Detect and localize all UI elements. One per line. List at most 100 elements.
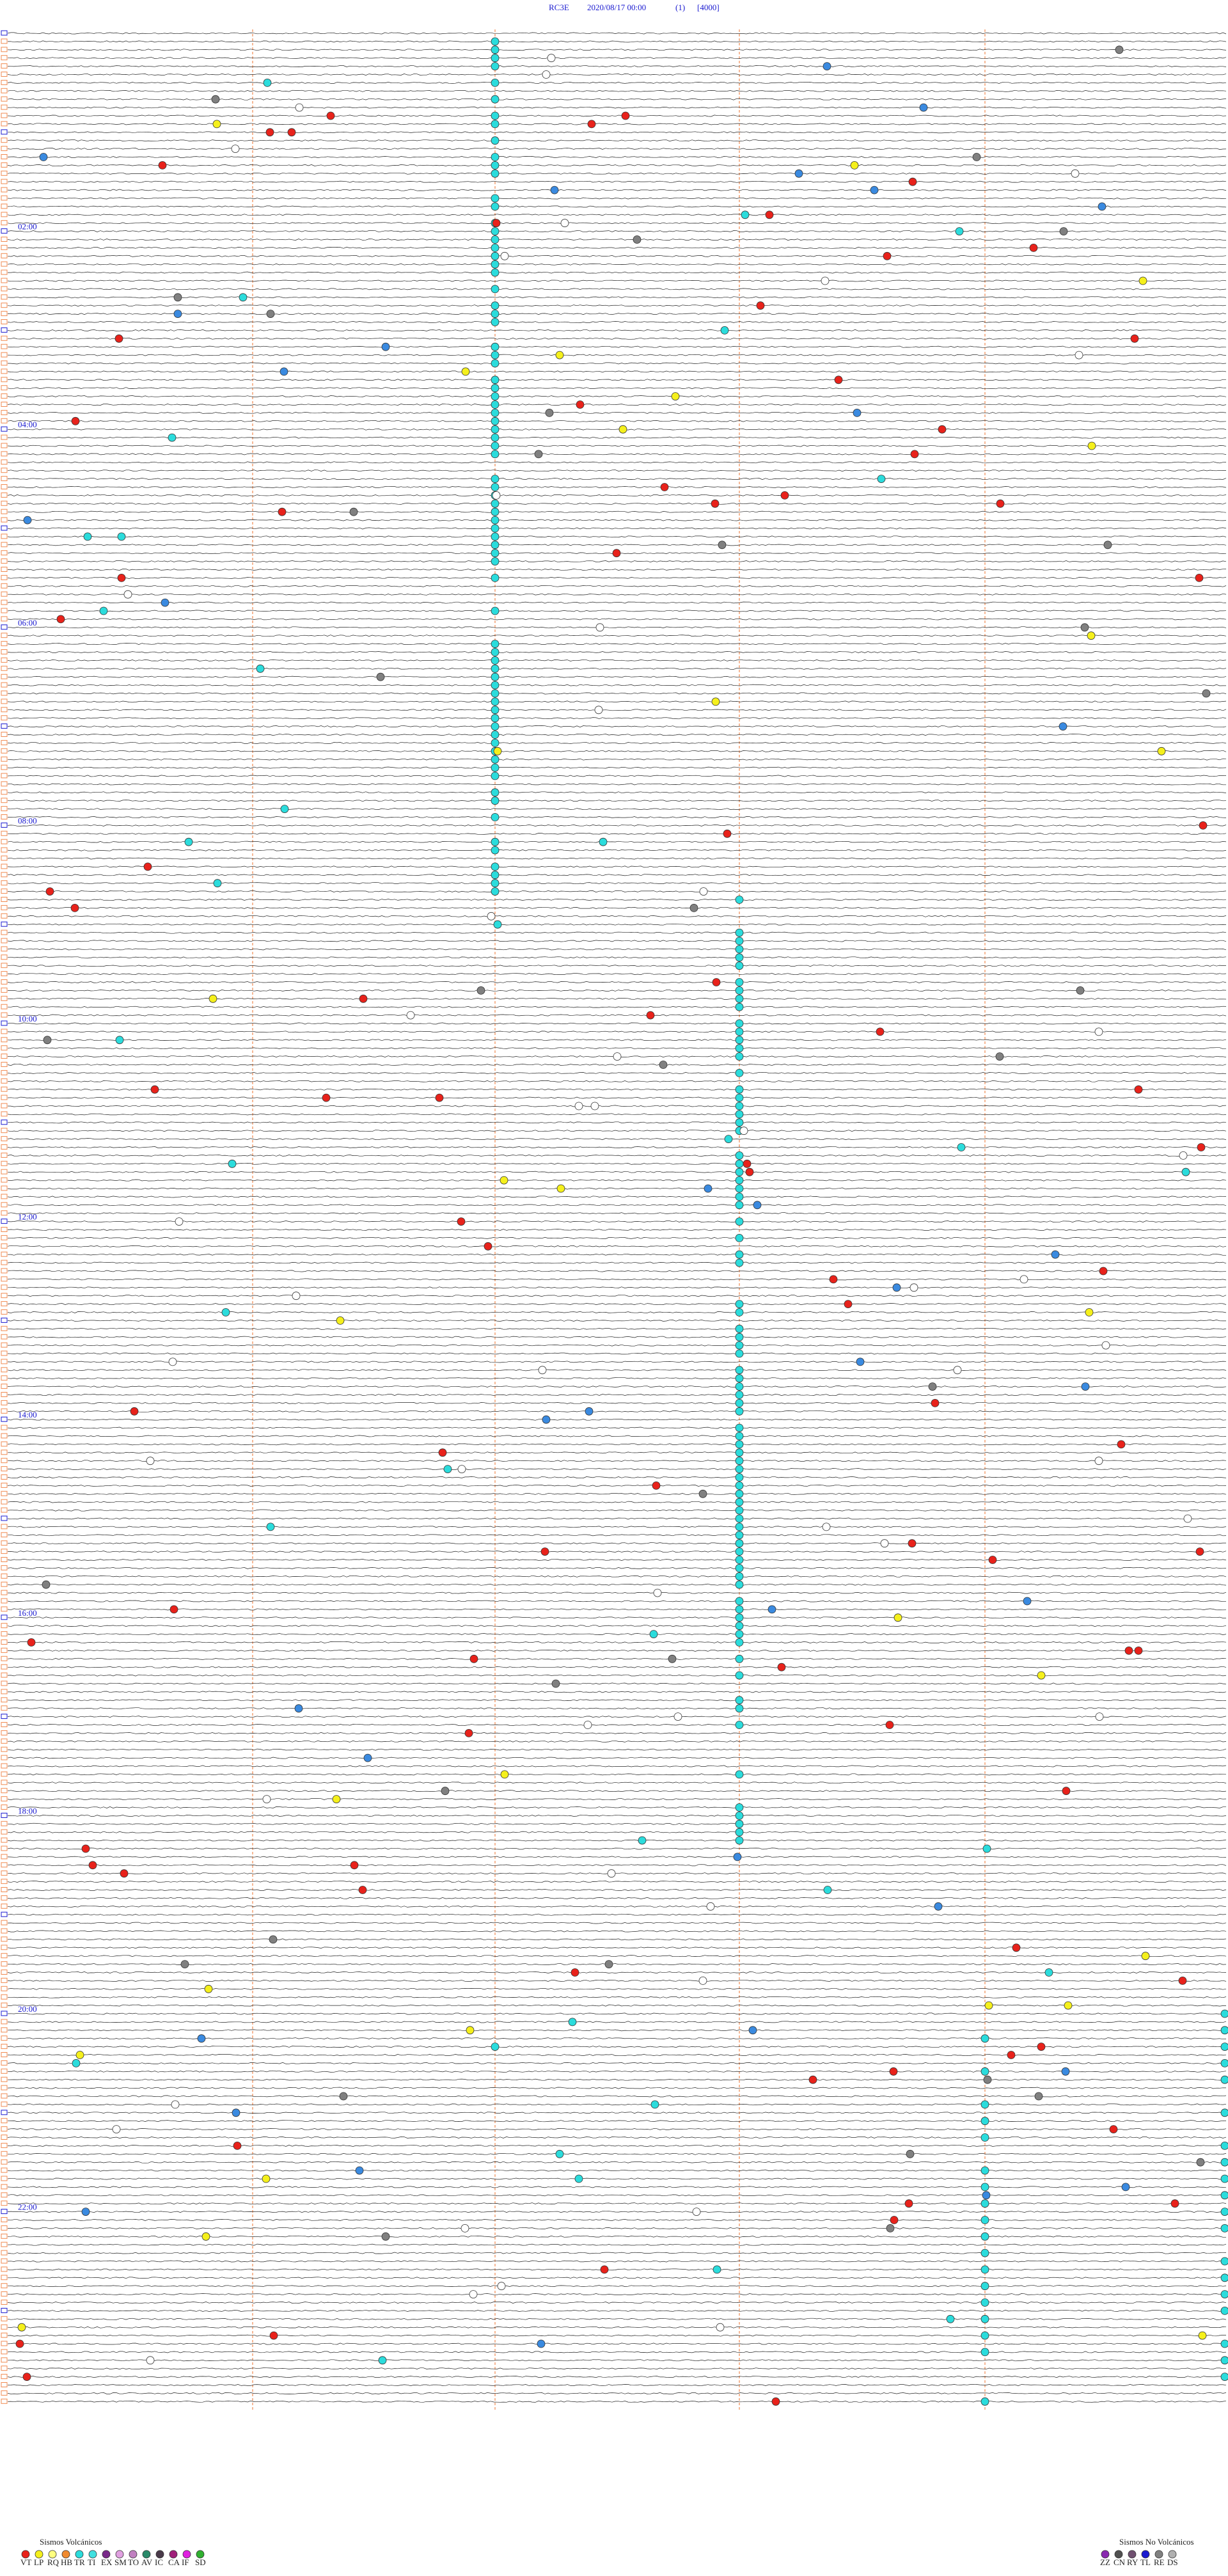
event [540,1547,549,1556]
row-marker [1,2135,8,2140]
trace [7,1583,1227,1586]
row-marker [1,682,8,688]
event [123,590,132,599]
event [545,409,554,417]
event [120,1869,129,1878]
event [491,574,500,582]
event [735,1036,744,1045]
event [638,1836,647,1845]
row-marker [1,1705,8,1711]
event [893,1613,902,1622]
event [618,425,627,434]
trace [7,172,1227,175]
event [1087,441,1096,450]
trace [7,1682,1227,1685]
row-marker [1,509,8,514]
trace [7,931,1227,934]
hour-labels: 02:00 04:00 06:00 08:00 10:00 12:00 14:00 16:00… [18,222,37,2212]
row-marker [1,327,8,333]
event [653,1588,662,1597]
trace [7,1765,1227,1767]
row-marker [1,2307,8,2313]
row-marker [1,864,8,869]
trace [7,601,1227,604]
event [829,1275,838,1284]
row-marker [1,830,8,836]
trace [7,49,1227,51]
event [1085,1308,1094,1316]
row-marker [1,938,8,944]
trace [7,354,1227,356]
row-marker [1,195,8,201]
row-marker [1,129,8,135]
trace [7,2087,1227,2089]
event [491,450,500,459]
event [72,2058,81,2067]
legend-swatch [196,2550,205,2559]
event [1012,1943,1021,1952]
trace [7,2202,1227,2205]
trace [7,2326,1227,2328]
event [735,1556,744,1564]
event [171,2100,180,2109]
trace [7,1245,1227,1247]
event [466,2026,475,2035]
event [735,936,744,945]
row-marker [1,2044,8,2050]
row-marker [1,2225,8,2231]
row-marker [1,897,8,902]
trace [7,1798,1227,1801]
event [491,483,500,491]
event [112,2125,121,2134]
event [980,2298,989,2307]
row-marker [1,517,8,523]
event [491,409,500,417]
trace [7,115,1227,117]
event [359,994,368,1003]
trace [7,766,1227,769]
row-marker [1,253,8,258]
trace [7,2376,1227,2378]
trace [7,1534,1227,1537]
trace [8,1592,1227,1594]
event [1059,227,1068,236]
trace [7,676,1227,678]
event [735,1258,744,1267]
event [500,251,509,260]
event [856,1357,865,1366]
row-marker [1,1689,8,1695]
row-marker [1,1219,8,1224]
trace [7,313,1227,315]
event [71,416,80,425]
event [538,1366,547,1375]
event [767,1605,776,1614]
row-marker [1,789,8,795]
event [15,2339,24,2348]
row-marker [1,2068,8,2074]
row-marker [1,1862,8,1868]
legend-swatch [1114,2550,1123,2559]
event [555,351,564,360]
event [114,334,123,343]
trace [7,1955,1227,1957]
event [568,2018,577,2027]
row-marker [1,2300,8,2305]
trace [7,635,1227,637]
event [1220,2208,1228,2216]
row-marker [1,1903,8,1909]
event [735,1423,744,1432]
legend-swatch [129,2550,138,2559]
event [735,1217,744,1226]
trace [7,2260,1227,2263]
trace [7,461,1227,464]
trace [7,1938,1227,1941]
trace [7,1559,1227,1561]
event [957,1143,966,1151]
event [1029,243,1038,252]
event [158,161,167,170]
event [880,1539,889,1548]
event [980,2166,989,2175]
row-marker [1,929,8,935]
event [1099,1267,1108,1276]
event [735,1398,744,1407]
